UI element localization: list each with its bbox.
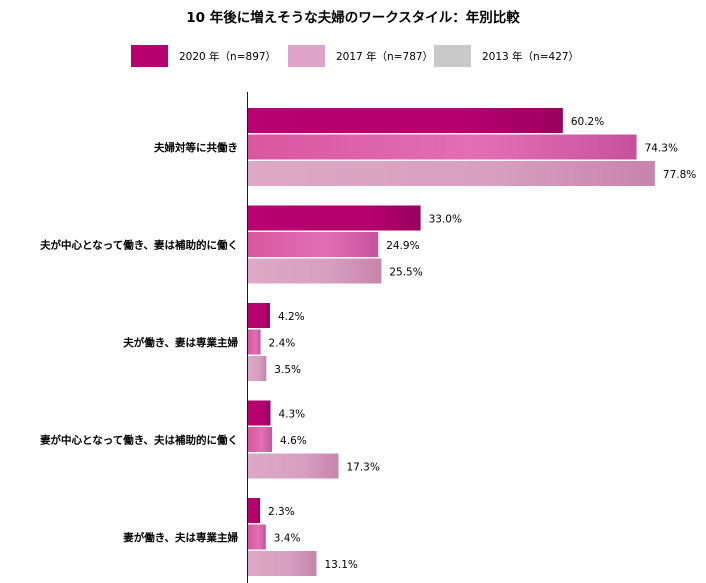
value-label-0-1: 74.3% (645, 143, 678, 155)
value-label-3-1: 4.6% (280, 435, 307, 447)
legend-swatch-2 (434, 45, 471, 67)
value-label-1-1: 24.9% (386, 240, 419, 252)
value-label-1-0: 33.0% (429, 214, 462, 226)
value-label-3-0: 4.3% (278, 409, 305, 421)
bar-3-0 (248, 400, 271, 426)
bar-3-2 (248, 453, 339, 479)
bar-3-1 (248, 427, 273, 452)
value-labels: 60.2% 74.3% 77.8% 33.0% 24.9% 25.5% 4.2% 2.4% 3.… (268, 116, 696, 571)
bar-4-2 (248, 551, 317, 576)
bar-4-1 (248, 524, 266, 550)
value-label-0-2: 77.8% (663, 169, 696, 181)
legend-label-1: 2017 年（n=787） (336, 50, 433, 63)
value-label-1-2: 25.5% (389, 267, 422, 279)
bar-1-2 (248, 258, 382, 284)
value-label-4-1: 3.4% (274, 533, 301, 545)
legend-label-0: 2020 年（n=897） (179, 50, 276, 63)
legend-swatch-1 (288, 45, 325, 67)
category-label-0: 夫婦対等に共働き (154, 141, 238, 154)
category-label-3: 妻が中心となって働き、夫は補助的に働く (40, 434, 238, 447)
bar-4-0 (248, 498, 261, 523)
bar-2-1 (248, 329, 261, 355)
value-label-4-0: 2.3% (268, 506, 295, 518)
legend-label-2: 2013 年（n=427） (482, 50, 579, 63)
bar-2-0 (248, 303, 270, 328)
bar-2-2 (248, 356, 267, 381)
value-label-0-0: 60.2% (571, 116, 604, 128)
legend: 2020 年（n=897） 2017 年（n=787） 2013 年（n=427） (131, 45, 579, 67)
category-labels: 夫婦対等に共働き夫が中心となって働き、妻は補助的に働く夫が働き、妻は専業主婦妻が… (40, 141, 238, 544)
value-label-3-2: 17.3% (346, 462, 379, 474)
bar-1-0 (248, 205, 421, 231)
bar-0-2 (248, 161, 655, 186)
value-label-2-2: 3.5% (274, 364, 301, 376)
bar-0-0 (248, 108, 563, 133)
bar-0-1 (248, 134, 637, 160)
bars (248, 108, 655, 576)
category-label-1: 夫が中心となって働き、妻は補助的に働く (40, 239, 238, 252)
legend-swatch-0 (131, 45, 168, 67)
bar-1-1 (248, 232, 379, 257)
chart-title: 10 年後に増えそうな夫婦のワークスタイル：年別比較 (186, 9, 520, 26)
category-label-4: 妻が働き、夫は専業主婦 (123, 531, 238, 544)
value-label-2-1: 2.4% (269, 338, 296, 350)
value-label-2-0: 4.2% (278, 311, 305, 323)
category-label-2: 夫が働き、妻は専業主婦 (123, 336, 238, 349)
value-label-4-2: 13.1% (325, 559, 358, 571)
